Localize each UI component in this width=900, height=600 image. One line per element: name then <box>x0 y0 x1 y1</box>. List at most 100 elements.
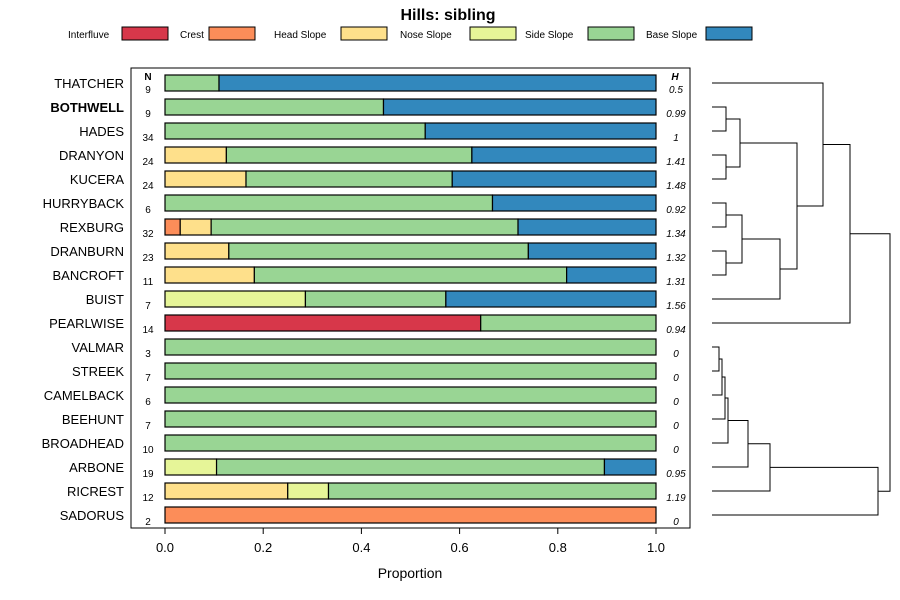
legend-swatch <box>340 26 388 41</box>
dendrogram-link <box>726 214 743 264</box>
dendrogram <box>712 82 891 516</box>
category-label: KUCERA <box>70 172 125 187</box>
h-value-label: 0.94 <box>666 325 686 336</box>
n-count-label: 10 <box>142 445 154 456</box>
bar-segment-side-slope <box>228 242 529 260</box>
n-count-label: 2 <box>145 517 151 528</box>
n-count-label: 34 <box>142 133 154 144</box>
bar-segment-nose-slope <box>164 290 307 308</box>
n-count-label: 9 <box>145 85 151 96</box>
n-count-label: 7 <box>145 421 151 432</box>
bar-segment-base-slope <box>527 242 657 260</box>
bar-rows: THATCHER 9 0.5 BOTHWELL 9 0.99 HADES 34 1 DRANYON… <box>42 74 686 528</box>
bar-segment-side-slope <box>164 386 657 404</box>
dendrogram-link <box>850 233 891 492</box>
legend-swatch <box>208 26 256 41</box>
n-count-label: 12 <box>142 493 154 504</box>
n-column-header: N <box>144 72 151 83</box>
bar-segment-side-slope <box>225 146 473 164</box>
bar-segment-head-slope <box>164 266 255 284</box>
bar-segment-side-slope <box>480 314 657 332</box>
bar-segment-head-slope <box>164 482 289 500</box>
bar-segment-base-slope <box>491 194 657 212</box>
bar-segment-crest <box>164 218 181 236</box>
dendrogram-link <box>712 376 726 420</box>
n-count-label: 24 <box>142 157 154 168</box>
dendrogram-link <box>712 397 729 444</box>
bar-row: REXBURG 32 1.34 <box>60 218 686 240</box>
h-value-label: 0 <box>673 397 679 408</box>
bar-row: BROADHEAD 10 0 <box>42 434 679 456</box>
bar-row: STREEK 7 0 <box>72 362 679 384</box>
h-value-label: 1.56 <box>666 301 686 312</box>
bar-segment-side-slope <box>164 194 494 212</box>
n-count-label: 32 <box>142 229 154 240</box>
bar-segment-head-slope <box>164 170 247 188</box>
category-label: SADORUS <box>60 508 125 523</box>
bar-segment-base-slope <box>218 74 657 92</box>
category-label: RICREST <box>67 484 124 499</box>
category-label: BEEHUNT <box>62 412 124 427</box>
h-value-label: 0 <box>673 421 679 432</box>
bar-row: PEARLWISE 14 0.94 <box>49 314 686 336</box>
bar-segment-side-slope <box>164 98 385 116</box>
bar-segment-head-slope <box>179 218 212 236</box>
h-value-label: 1.19 <box>666 493 686 504</box>
category-label: THATCHER <box>54 76 124 91</box>
bar-segment-crest <box>164 506 657 524</box>
bar-segment-side-slope <box>327 482 657 500</box>
bar-segment-side-slope <box>164 362 657 380</box>
chart-title: Hills: sibling <box>400 7 495 24</box>
n-count-label: 7 <box>145 373 151 384</box>
category-label: PEARLWISE <box>49 316 124 331</box>
bar-segment-side-slope <box>245 170 453 188</box>
legend-swatch <box>705 26 753 41</box>
bar-segment-interfluve <box>164 314 482 332</box>
bar-row: BOTHWELL 9 0.99 <box>50 98 686 120</box>
dendrogram-link <box>740 142 798 270</box>
bar-row: DRANYON 24 1.41 <box>59 146 686 168</box>
h-value-label: 0 <box>673 445 679 456</box>
bar-segment-side-slope <box>210 218 519 236</box>
category-label: VALMAR <box>72 340 125 355</box>
bar-segment-side-slope <box>164 434 657 452</box>
n-count-label: 24 <box>142 181 154 192</box>
h-value-label: 1.34 <box>666 229 686 240</box>
bar-row: ARBONE 19 0.95 <box>69 458 686 480</box>
category-label: STREEK <box>72 364 124 379</box>
n-count-label: 14 <box>142 325 154 336</box>
bar-row: RICREST 12 1.19 <box>67 482 686 504</box>
h-value-label: 0.95 <box>666 469 686 480</box>
plot-frame <box>130 67 691 529</box>
n-count-label: 7 <box>145 301 151 312</box>
category-label: BOTHWELL <box>50 100 124 115</box>
category-label: BUIST <box>86 292 124 307</box>
legend: Interfluve Crest Head Slope Nose Slope Side … <box>68 26 753 41</box>
legend-label: Base Slope <box>646 30 698 41</box>
bar-row: DRANBURN 23 1.32 <box>50 242 686 264</box>
n-count-label: 6 <box>145 397 151 408</box>
bar-segment-side-slope <box>253 266 568 284</box>
bar-row: THATCHER 9 0.5 <box>54 74 683 96</box>
x-tick-label: 0.2 <box>254 540 272 555</box>
bar-segment-nose-slope <box>287 482 330 500</box>
legend-swatch <box>587 26 635 41</box>
category-label: DRANYON <box>59 148 124 163</box>
bar-row: SADORUS 2 0 <box>60 506 679 528</box>
bar-row: BUIST 7 1.56 <box>86 290 686 312</box>
n-count-label: 11 <box>143 277 154 288</box>
h-value-label: 0 <box>673 349 679 360</box>
category-label: ARBONE <box>69 460 124 475</box>
bar-segment-side-slope <box>215 458 606 476</box>
dendrogram-link <box>712 358 723 396</box>
h-value-label: 0.92 <box>666 205 686 216</box>
category-label: BROADHEAD <box>42 436 124 451</box>
h-value-label: 1 <box>673 133 679 144</box>
h-value-label: 1.32 <box>666 253 686 264</box>
bar-segment-base-slope <box>451 170 657 188</box>
bar-segment-base-slope <box>471 146 657 164</box>
dendrogram-link <box>712 238 781 300</box>
category-label: CAMELBACK <box>44 388 125 403</box>
bar-segment-base-slope <box>445 290 657 308</box>
